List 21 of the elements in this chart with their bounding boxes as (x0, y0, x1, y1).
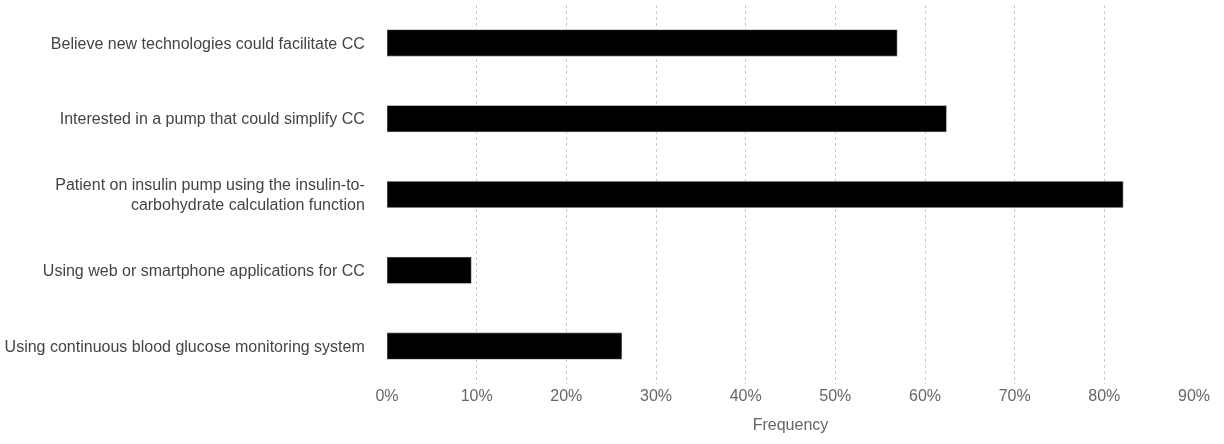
x-tick-label: 0% (375, 387, 399, 404)
x-tick-label: 10% (460, 387, 493, 404)
x-tick-label: 20% (550, 387, 583, 404)
x-tick-label: 80% (1088, 387, 1121, 404)
bar (387, 180, 1124, 209)
y-tick-label: Using web or smartphone applications for CC (42, 261, 365, 279)
y-tick-label: Patient on insulin pump using the insulin-to- carbohydrate calculation function (55, 175, 365, 214)
x-tick-label: 40% (729, 387, 762, 404)
x-axis-title: Frequency (752, 415, 829, 433)
x-tick-label: 30% (639, 387, 673, 404)
y-tick-label: Interested in a pump that could simplify CC (59, 110, 365, 128)
y-tick-label: Believe new technologies could facilitate CC (50, 34, 365, 52)
y-tick-label: Using continuous blood glucose monitoring system (4, 337, 365, 355)
x-tick-label: 90% (1177, 387, 1211, 404)
bar (387, 256, 472, 284)
x-tick-label: 50% (819, 387, 852, 404)
bar (387, 105, 947, 133)
bar (387, 332, 623, 360)
x-tick-label: 60% (908, 387, 942, 404)
x-tick-label: 70% (998, 387, 1031, 404)
bar (387, 29, 898, 57)
